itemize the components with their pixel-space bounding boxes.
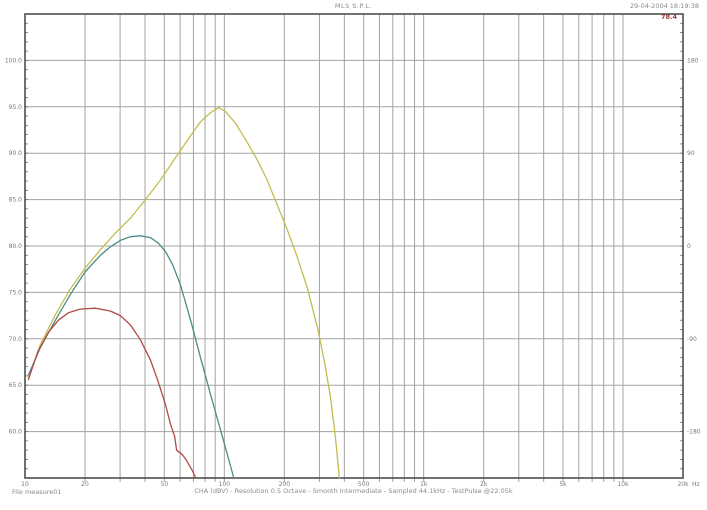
cursor-db-value: 78.4 [660, 13, 677, 21]
plot-frame [24, 13, 684, 479]
y-left-tick-label: 95.0 [9, 104, 23, 111]
x-tick-label: 20 [81, 481, 89, 488]
y-right-tick-label: 180 [687, 57, 699, 64]
y-right-tick-label: -180 [687, 429, 701, 436]
teal-curve [27, 235, 235, 479]
x-tick-label: 2k [480, 481, 488, 488]
x-tick-label: 1k [420, 481, 428, 488]
red-curve [27, 307, 197, 479]
measurement-settings-caption: CHA (dBV) - Resolution 0.5 Octave - Smoo… [194, 487, 513, 495]
y-left-tick-label: 80.0 [9, 243, 23, 250]
y-right-tick-label: 0 [687, 243, 691, 250]
x-tick-label: 100 [219, 481, 231, 488]
x-tick-label: 10 [21, 481, 29, 488]
y-left-tick-label: 60.0 [9, 429, 23, 436]
x-tick-label: 10k [617, 481, 629, 488]
y-left-tick-label: 75.0 [9, 289, 23, 296]
y-right-tick-label: 90 [687, 150, 695, 157]
chart-title: MLS S.P.L. [334, 2, 373, 10]
x-tick-label: 200 [279, 481, 291, 488]
x-tick-label: 500 [358, 481, 370, 488]
y-left-tick-label: 85.0 [9, 197, 23, 204]
file-name-label: File measure01 [12, 488, 62, 496]
x-tick-label: 20k [677, 481, 689, 488]
x-tick-label: 5k [559, 481, 567, 488]
y-left-tick-label: 90.0 [9, 150, 23, 157]
yellow-curve [27, 107, 341, 479]
y-left-tick-label: 70.0 [9, 336, 23, 343]
x-axis-unit-label: Hz [692, 481, 700, 488]
timestamp-label: 29-04-2004 18:19:38 [629, 2, 699, 10]
y-right-tick-label: -90 [687, 336, 697, 343]
x-tick-label: 50 [161, 481, 169, 488]
y-left-tick-label: 100.0 [5, 57, 22, 64]
y-left-tick-label: 65.0 [9, 382, 23, 389]
